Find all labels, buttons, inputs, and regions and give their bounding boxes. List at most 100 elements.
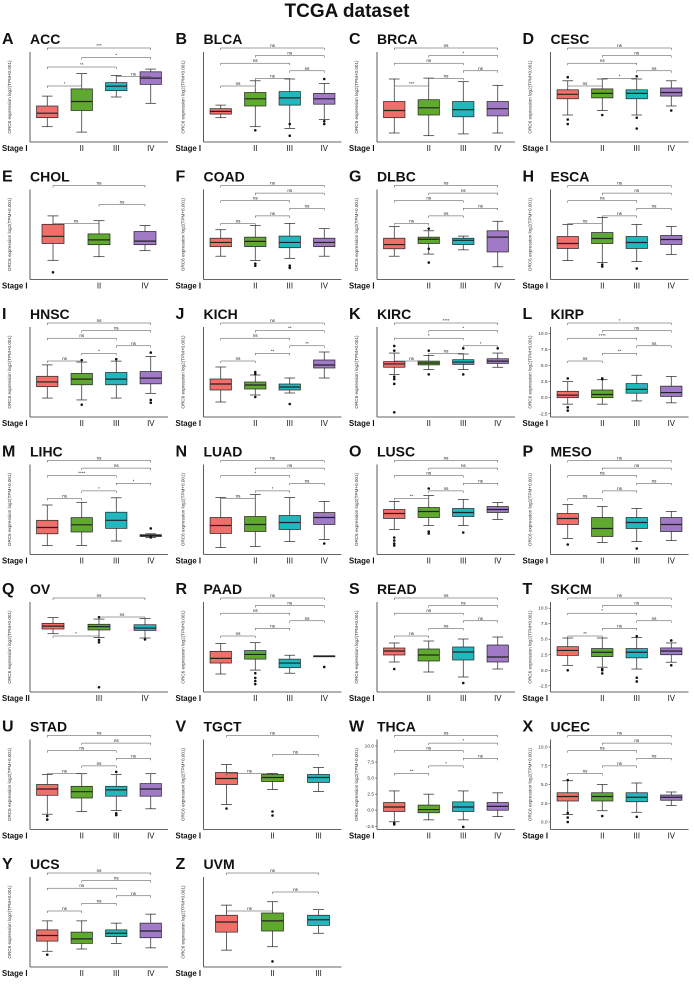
significance-bracket: ns xyxy=(220,593,325,600)
significance-label: ns xyxy=(114,326,120,331)
box-body xyxy=(625,383,648,394)
x-tick-label: IV xyxy=(668,832,676,841)
bracket-line xyxy=(567,223,603,226)
significance-label: ns xyxy=(236,81,242,86)
box-I xyxy=(215,764,238,810)
bracket-line xyxy=(394,773,429,776)
x-tick-label: Stage I xyxy=(523,557,549,566)
y-axis-label: ORC6 expression log2(TPM+0.001) xyxy=(354,472,359,546)
significance-label: ns xyxy=(253,608,259,613)
bracket-line xyxy=(81,353,117,356)
y-axis-label: ORC6 expression log2(TPM+0.001) xyxy=(7,472,12,546)
significance-label: * xyxy=(133,478,135,483)
significance-bracket: ns xyxy=(636,203,672,211)
bracket-line xyxy=(428,78,464,81)
significance-bracket: ns xyxy=(602,188,672,196)
significance-bracket: ns xyxy=(255,601,325,608)
significance-label: ns xyxy=(444,623,450,628)
outlier-point xyxy=(392,344,396,348)
panel-title: READ xyxy=(377,581,417,597)
significance-bracket: ns xyxy=(116,72,151,79)
outlier-point xyxy=(149,351,153,354)
bracket-line xyxy=(636,620,672,623)
x-tick-label: II xyxy=(427,832,431,841)
box-II xyxy=(591,377,614,405)
y-tick-label: 7.5 xyxy=(367,760,374,766)
outlier-point xyxy=(566,122,570,126)
panel-title: KIRC xyxy=(377,306,411,322)
box-II xyxy=(244,80,267,132)
x-tick-label: Stage I xyxy=(2,144,28,153)
box-IV xyxy=(313,77,336,126)
box-IV xyxy=(313,501,336,545)
box-III xyxy=(278,497,301,542)
bracket-line xyxy=(255,192,325,196)
x-tick-label: II xyxy=(253,144,257,153)
panel-letter: S xyxy=(349,581,360,598)
panel-letter: D xyxy=(523,31,535,48)
x-tick-label: IV xyxy=(494,144,502,153)
significance-bracket: ns xyxy=(428,188,498,196)
bracket-line xyxy=(394,85,429,88)
significance-label: ns xyxy=(634,326,640,331)
x-tick-label: Stage I xyxy=(2,557,28,566)
outlier-point xyxy=(322,665,326,669)
box-III xyxy=(105,75,128,98)
significance-bracket: ns xyxy=(394,631,429,638)
bracket-line xyxy=(47,360,82,363)
box-II xyxy=(70,501,93,546)
bracket-line xyxy=(428,490,464,493)
box-I xyxy=(36,920,59,956)
box-IV xyxy=(139,68,162,104)
outlier-point xyxy=(225,807,228,810)
significance-label: ns xyxy=(444,181,450,186)
bracket-line xyxy=(220,322,325,325)
y-tick-label: 7.5 xyxy=(541,347,548,353)
box-III xyxy=(452,347,475,376)
outlier-point xyxy=(566,778,570,782)
box-body xyxy=(41,223,65,244)
significance-label: ns xyxy=(617,456,623,461)
bracket-line xyxy=(47,887,117,891)
outlier-point xyxy=(427,227,431,230)
significance-label: ns xyxy=(247,906,253,911)
x-tick-label: IV xyxy=(494,832,502,841)
panel-letter: F xyxy=(176,169,186,186)
significance-label: * xyxy=(619,73,621,78)
x-tick-label: III xyxy=(96,694,103,703)
bracket-line xyxy=(394,62,464,66)
box-IV xyxy=(486,502,509,520)
significance-bracket: ns xyxy=(220,318,325,325)
outlier-point xyxy=(600,377,604,381)
significance-bracket: ns xyxy=(602,326,672,333)
box-II xyxy=(70,73,93,133)
outlier-point xyxy=(288,264,292,268)
bracket-line xyxy=(394,498,429,501)
significance-label: ns xyxy=(287,188,293,193)
y-tick-label: 10.0 xyxy=(538,745,548,751)
box-II xyxy=(261,773,284,817)
significance-label: ns xyxy=(253,196,259,201)
outlier-point xyxy=(635,815,639,819)
y-tick-label: 2.5 xyxy=(541,652,548,658)
significance-label: ns xyxy=(652,341,658,346)
significance-label: ns xyxy=(600,196,606,201)
significance-label: ns xyxy=(253,333,259,338)
significance-bracket: ns xyxy=(394,746,464,753)
y-tick-label: 5.0 xyxy=(541,363,548,369)
significance-label: ns xyxy=(426,746,432,751)
significance-label: ns xyxy=(617,731,623,736)
significance-bracket: ns xyxy=(394,471,464,478)
panel-hnsc: I HNSC ORC6 expression log2(TPM+0.001) Stag… xyxy=(2,306,168,428)
significance-bracket: * xyxy=(81,53,151,60)
box-I xyxy=(556,778,579,824)
outlier-point xyxy=(392,823,396,826)
significance-label: ns xyxy=(79,883,85,888)
significance-bracket: ns xyxy=(567,356,603,363)
bracket-line xyxy=(255,55,325,58)
outlier-point xyxy=(392,667,396,671)
box-II xyxy=(591,506,614,543)
significance-label: ns xyxy=(444,348,450,353)
outlier-point xyxy=(253,129,257,132)
significance-bracket: ns xyxy=(47,769,82,776)
